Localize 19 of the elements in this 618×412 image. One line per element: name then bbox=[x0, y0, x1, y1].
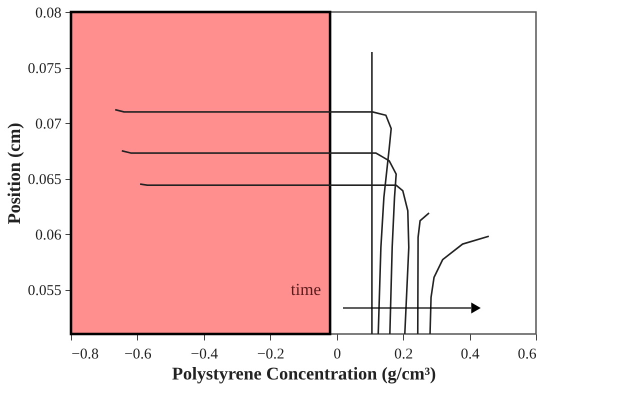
line-series bbox=[416, 212, 430, 335]
y-tick-label: 0.08 bbox=[35, 6, 62, 22]
line-series bbox=[429, 235, 490, 335]
x-axis-title: Polystyrene Concentration (g/cm³) bbox=[172, 364, 436, 384]
y-tick-label: 0.065 bbox=[28, 172, 62, 188]
x-tick-label: 0.2 bbox=[394, 346, 414, 362]
x-tick-label: −0.2 bbox=[257, 346, 284, 362]
y-axis-title: Position (cm) bbox=[4, 122, 24, 224]
y-tick-label: 0.055 bbox=[28, 283, 62, 300]
x-tick-label: −0.4 bbox=[190, 346, 218, 362]
x-tick-label: −0.8 bbox=[72, 346, 99, 362]
y-tick-label: 0.07 bbox=[35, 116, 62, 133]
x-tick-label: −0.6 bbox=[124, 346, 152, 362]
y-tick-label: 0.075 bbox=[28, 61, 62, 78]
y-tick-label: 0.06 bbox=[35, 228, 62, 244]
x-tick-label: 0 bbox=[333, 346, 341, 362]
annotation: time bbox=[290, 280, 321, 299]
x-tick-label: 0.6 bbox=[518, 346, 537, 362]
x-tick-label: 0.4 bbox=[460, 346, 480, 362]
